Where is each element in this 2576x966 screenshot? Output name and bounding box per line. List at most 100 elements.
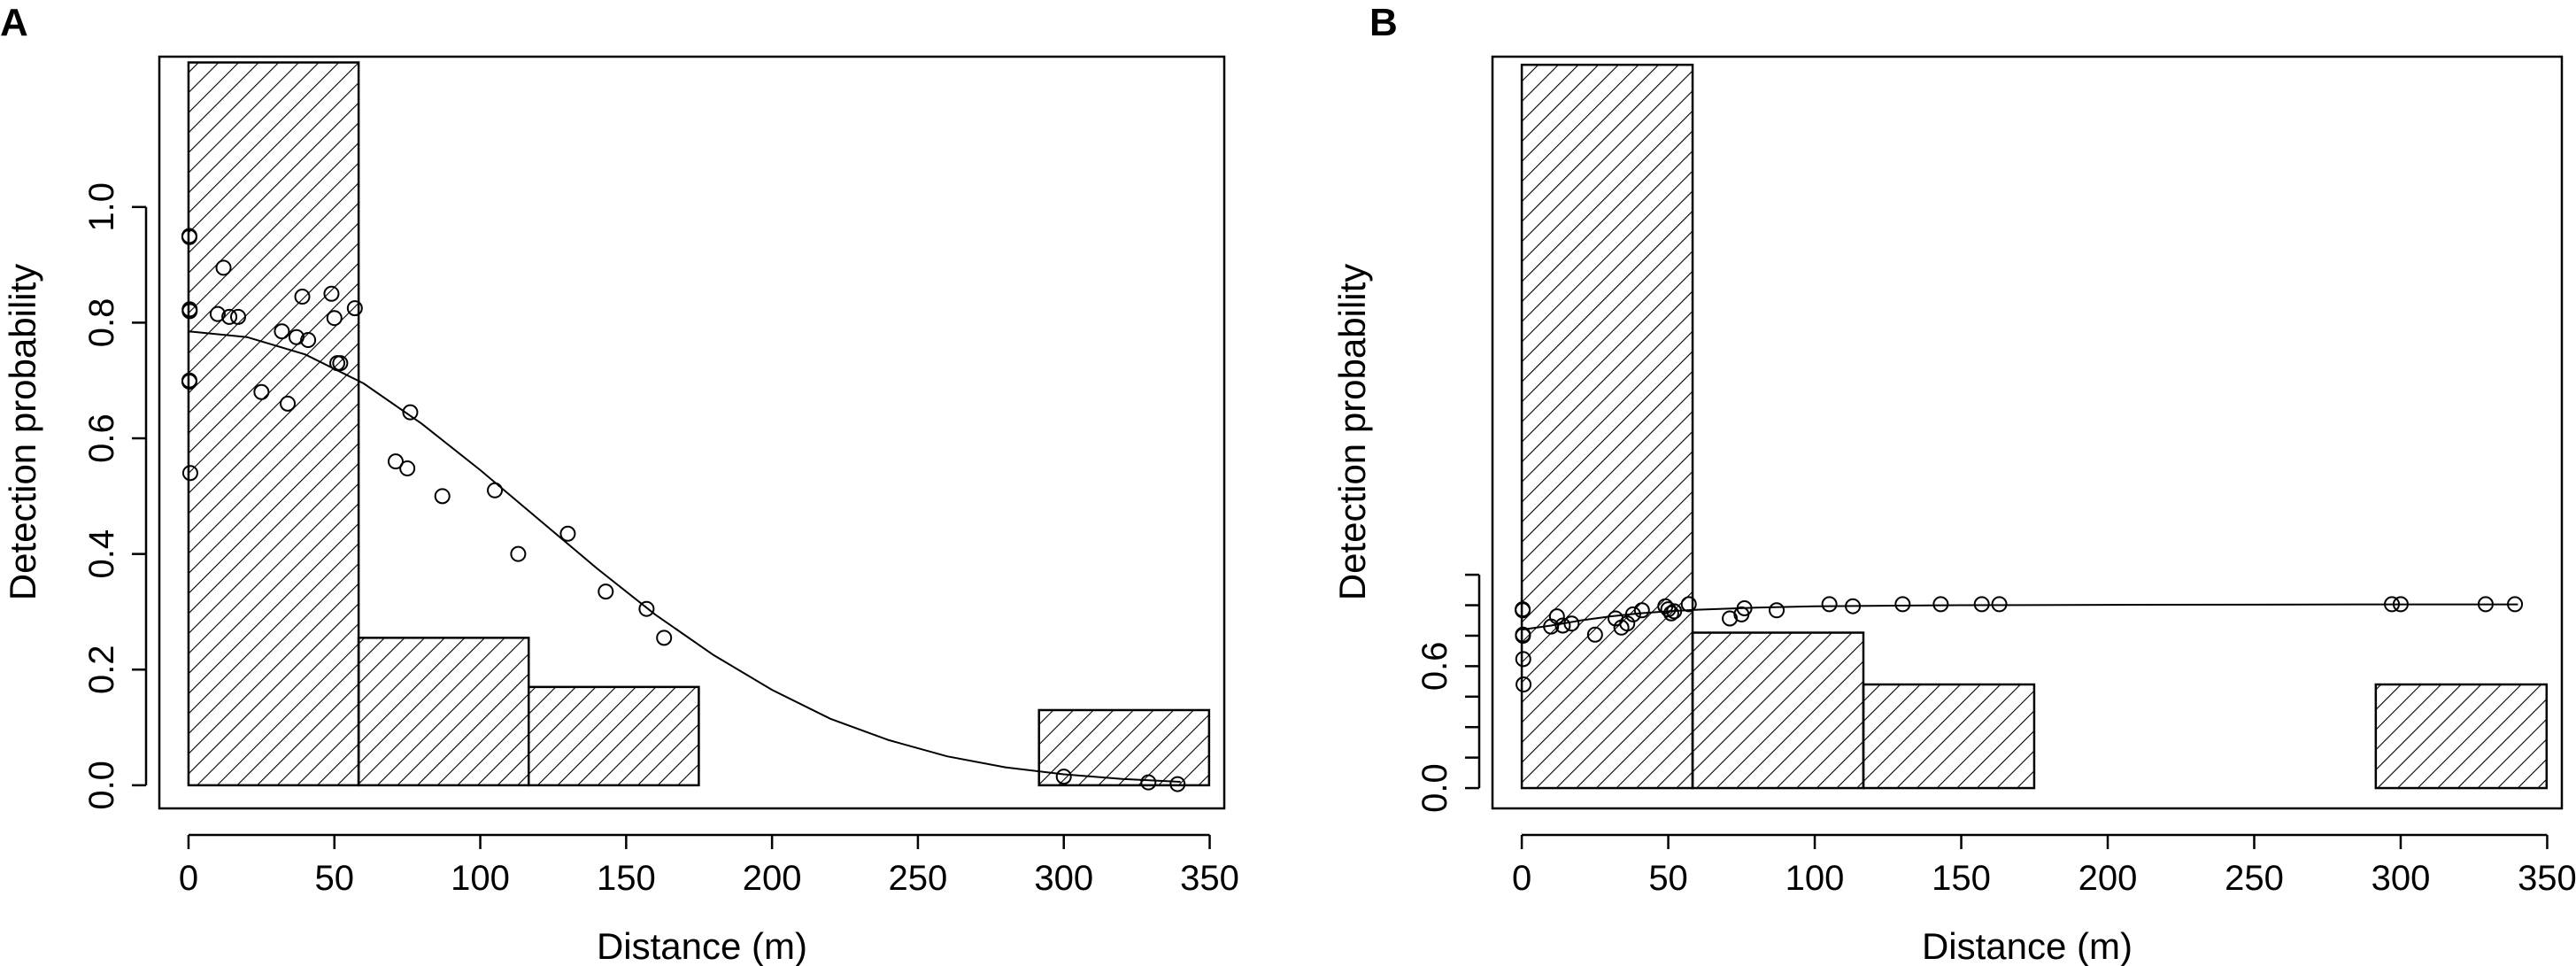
data-point bbox=[294, 289, 311, 305]
data-point bbox=[2477, 596, 2494, 613]
x-tick-label: 150 bbox=[597, 859, 656, 898]
x-tick-label: 100 bbox=[451, 859, 510, 898]
histogram-bar bbox=[1037, 708, 1211, 787]
data-points-a bbox=[181, 228, 1186, 792]
data-point bbox=[229, 308, 246, 325]
y-tick-label: 0.6 bbox=[82, 413, 121, 463]
x-axis-b: 0 50 100 150 200 250 300 350 bbox=[1512, 833, 2576, 898]
data-point bbox=[487, 482, 504, 498]
histogram-bar bbox=[357, 637, 530, 787]
x-tick-label: 100 bbox=[1785, 859, 1845, 898]
x-tick-label: 200 bbox=[743, 859, 802, 898]
data-point bbox=[638, 600, 655, 617]
x-tick-label: 300 bbox=[2372, 859, 2431, 898]
data-point bbox=[1722, 610, 1739, 627]
data-point bbox=[181, 301, 198, 318]
x-tick-label: 200 bbox=[2079, 859, 2138, 898]
histogram-bar bbox=[1520, 63, 1694, 790]
data-point bbox=[253, 383, 270, 400]
panel-letter-b: B bbox=[1369, 1, 1398, 44]
y-tick-label: 0.8 bbox=[82, 298, 121, 348]
data-point bbox=[559, 525, 576, 542]
histogram-bar bbox=[1862, 683, 2036, 790]
data-point bbox=[1548, 608, 1565, 625]
data-point bbox=[1662, 605, 1679, 622]
y-axis-label-a: Detection probability bbox=[2, 264, 43, 601]
data-point bbox=[274, 323, 290, 340]
fitted-curve-a bbox=[188, 330, 1181, 783]
data-point bbox=[1515, 627, 1531, 644]
data-point bbox=[181, 465, 198, 482]
data-point bbox=[332, 355, 349, 372]
data-point bbox=[1973, 596, 1990, 613]
data-point bbox=[1932, 596, 1949, 613]
data-point bbox=[1666, 603, 1683, 620]
fitted-curve-b bbox=[1521, 603, 2518, 631]
histogram-bars-a bbox=[187, 61, 1211, 787]
x-axis-label-b: Distance (m) bbox=[1922, 925, 2133, 966]
data-point bbox=[1680, 596, 1697, 613]
panel-a: A 0 50 100 150 200 250 300 350 0.0 0.2 0.4 0.6 0.8 1… bbox=[0, 1, 1239, 966]
plot-frame-b bbox=[1491, 55, 2564, 810]
histogram-bar bbox=[2374, 683, 2549, 790]
x-tick-label: 0 bbox=[1512, 859, 1531, 898]
data-point bbox=[1563, 615, 1580, 632]
data-point bbox=[1169, 776, 1186, 792]
data-point bbox=[1633, 602, 1650, 619]
fitted-curve-line bbox=[1521, 603, 2518, 631]
data-point bbox=[221, 308, 238, 325]
y-axis-b: 0.0 0.6 bbox=[1415, 573, 1481, 813]
data-point bbox=[656, 630, 673, 646]
histogram-bars-b bbox=[1520, 63, 2549, 790]
x-tick-label: 350 bbox=[2518, 859, 2576, 898]
y-axis-a: 0.0 0.2 0.4 0.6 0.8 1.0 bbox=[82, 182, 148, 810]
data-point bbox=[181, 374, 197, 390]
data-point bbox=[1894, 596, 1911, 613]
data-points-b bbox=[1515, 596, 2524, 693]
fitted-curve-line bbox=[188, 330, 1181, 783]
data-point bbox=[2392, 596, 2409, 613]
data-point bbox=[1619, 615, 1636, 632]
x-tick-label: 250 bbox=[889, 859, 948, 898]
y-tick-label: 1.0 bbox=[82, 182, 121, 232]
x-tick-label: 300 bbox=[1034, 859, 1093, 898]
histogram-bar bbox=[187, 61, 360, 787]
data-point bbox=[1055, 769, 1072, 785]
data-point bbox=[1516, 676, 1532, 693]
x-axis-label-a: Distance (m) bbox=[597, 925, 807, 966]
data-point bbox=[387, 453, 404, 470]
data-point bbox=[399, 460, 416, 476]
data-point bbox=[1769, 602, 1785, 619]
panel-letter-a: A bbox=[0, 1, 28, 44]
data-point bbox=[215, 259, 232, 276]
x-axis-a: 0 50 100 150 200 250 300 350 bbox=[179, 833, 1239, 898]
data-point bbox=[510, 545, 527, 562]
data-point bbox=[2384, 596, 2401, 613]
data-point bbox=[2507, 596, 2524, 613]
data-point bbox=[1845, 598, 1862, 614]
data-point bbox=[1821, 596, 1838, 613]
data-point bbox=[1140, 774, 1157, 791]
y-tick-label: 0.0 bbox=[82, 761, 121, 810]
y-tick-label: 0.0 bbox=[1415, 763, 1454, 813]
plot-frame-a bbox=[158, 55, 1226, 810]
x-tick-label: 50 bbox=[315, 859, 355, 898]
data-point bbox=[402, 404, 419, 421]
data-point bbox=[323, 285, 340, 302]
data-point bbox=[1515, 602, 1531, 619]
data-point bbox=[598, 583, 614, 600]
data-point bbox=[300, 332, 317, 349]
panel-b: B 0 50 100 150 200 250 300 350 0.0 0.6 Distance … bbox=[1331, 1, 2576, 966]
data-point bbox=[280, 395, 297, 412]
y-axis-label-b: Detection probability bbox=[1331, 264, 1373, 601]
x-tick-label: 150 bbox=[1932, 859, 1991, 898]
data-point bbox=[346, 300, 363, 317]
data-point bbox=[209, 305, 226, 322]
y-tick-label: 0.6 bbox=[1415, 642, 1454, 692]
data-point bbox=[1736, 599, 1753, 616]
y-tick-label: 0.4 bbox=[82, 529, 121, 579]
histogram-bar bbox=[528, 685, 700, 787]
data-point bbox=[1515, 651, 1531, 668]
data-point bbox=[1554, 617, 1571, 634]
